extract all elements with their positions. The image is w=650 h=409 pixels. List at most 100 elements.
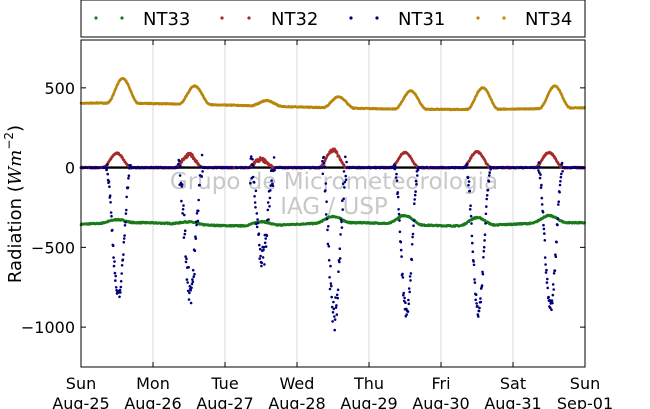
x-tick-label-day-5: Fri xyxy=(431,374,450,393)
data-point-nt31 xyxy=(414,179,418,183)
data-point-nt31 xyxy=(479,300,483,304)
data-point-nt31 xyxy=(113,271,117,275)
data-point-nt31 xyxy=(111,244,115,247)
data-point-nt31 xyxy=(466,163,469,166)
data-point-nt31 xyxy=(397,208,400,211)
data-point-nt31 xyxy=(548,299,552,302)
data-point-nt31 xyxy=(108,194,112,197)
data-point-nt31 xyxy=(185,278,189,281)
x-tick-label-date-4: Aug-29 xyxy=(340,394,397,409)
data-point-nt31 xyxy=(334,306,338,309)
data-point-nt31 xyxy=(260,261,264,265)
data-point-nt31 xyxy=(181,208,185,211)
data-point-nt31 xyxy=(327,259,331,262)
data-point-nt31 xyxy=(544,263,547,266)
data-point-nt31 xyxy=(556,217,560,220)
data-point-nt31 xyxy=(194,237,198,240)
data-point-nt31 xyxy=(322,162,326,165)
data-point-nt31 xyxy=(401,276,405,279)
data-point-nt31 xyxy=(108,185,111,188)
data-point-nt31 xyxy=(253,195,256,198)
data-point-nt31 xyxy=(479,297,482,300)
y-tick-label-1: 0 xyxy=(65,159,75,178)
data-point-nt31 xyxy=(537,161,541,164)
data-point-nt31 xyxy=(477,315,480,318)
data-point-nt31 xyxy=(401,272,404,276)
data-point-nt31 xyxy=(189,288,192,292)
data-point-nt31 xyxy=(325,200,328,203)
legend-marker-nt34-b xyxy=(502,16,506,20)
data-point-nt31 xyxy=(255,212,259,215)
data-point-nt31 xyxy=(191,278,194,281)
data-point-nt31 xyxy=(264,245,268,248)
legend-item-nt32: NT32 xyxy=(220,9,318,30)
data-point-nt31 xyxy=(414,190,417,193)
data-point-nt31 xyxy=(343,180,347,184)
data-point-nt31 xyxy=(198,183,201,187)
data-point-nt31 xyxy=(338,257,342,260)
data-point-nt31 xyxy=(273,168,276,172)
data-point-nt31 xyxy=(407,298,410,302)
data-point-nt31 xyxy=(408,290,412,294)
data-point-nt31 xyxy=(554,255,558,258)
data-point-nt31 xyxy=(413,202,416,205)
data-point-nt31 xyxy=(324,182,328,185)
data-point-nt31 xyxy=(256,221,260,225)
data-point-nt31 xyxy=(122,240,126,244)
data-point-nt31 xyxy=(542,227,546,231)
data-point-nt31 xyxy=(119,280,123,283)
data-point-nt31 xyxy=(333,328,337,332)
x-tick-label-day-0: Sun xyxy=(66,374,96,393)
data-point-nt31 xyxy=(325,217,329,221)
data-point-nt31 xyxy=(183,232,187,236)
data-point-nt31 xyxy=(481,272,485,276)
data-point-nt31 xyxy=(259,254,262,258)
data-point-nt31 xyxy=(343,186,346,189)
data-point-nt31 xyxy=(324,189,327,192)
data-point-nt31 xyxy=(272,156,276,159)
data-point-nt31 xyxy=(472,260,475,263)
data-point-nt31 xyxy=(321,172,325,176)
data-point-nt31 xyxy=(482,249,486,253)
data-point-nt31 xyxy=(326,228,329,232)
data-point-nt31 xyxy=(195,223,198,227)
data-point-nt31 xyxy=(541,210,545,214)
data-point-nt31 xyxy=(191,268,195,272)
legend: NT33 NT32 NT31 NT34 xyxy=(80,0,586,38)
data-point-nt31 xyxy=(268,196,272,200)
data-point-nt31 xyxy=(258,243,261,247)
data-point-nt31 xyxy=(193,272,196,276)
x-tick-label-date-7: Sep-01 xyxy=(557,394,613,409)
data-point-nt31 xyxy=(558,191,561,194)
data-point-nt31 xyxy=(559,175,563,179)
y-tick-label-3: −1000 xyxy=(21,318,75,337)
grid-lines xyxy=(152,40,514,367)
series-nt34 xyxy=(79,77,586,112)
data-point-nt31 xyxy=(469,204,472,207)
data-point-nt31 xyxy=(248,166,252,169)
data-point-nt31 xyxy=(331,311,335,314)
data-point-nt31 xyxy=(193,249,197,253)
data-point-nt31 xyxy=(114,286,118,289)
data-point-nt31 xyxy=(327,244,331,248)
data-point-nt31 xyxy=(187,298,191,301)
data-point-nt31 xyxy=(336,296,340,300)
data-point-nt31 xyxy=(482,245,486,249)
data-point-nt31 xyxy=(114,279,117,282)
data-point-nt31 xyxy=(407,302,411,306)
data-point-nt31 xyxy=(444,166,448,169)
data-point-nt32 xyxy=(335,152,339,155)
data-point-nt31 xyxy=(398,219,401,222)
data-point-nt31 xyxy=(120,264,124,267)
data-point-nt31 xyxy=(488,174,491,177)
data-point-nt31 xyxy=(334,296,337,299)
data-point-nt31 xyxy=(395,179,399,182)
data-point-nt31 xyxy=(545,268,548,272)
data-point-nt31 xyxy=(515,166,518,169)
data-point-nt31 xyxy=(183,213,186,217)
data-point-nt31 xyxy=(544,271,548,274)
data-point-nt31 xyxy=(538,176,542,180)
data-point-nt31 xyxy=(468,189,472,193)
data-point-nt31 xyxy=(411,235,414,239)
data-point-nt31 xyxy=(265,234,269,238)
